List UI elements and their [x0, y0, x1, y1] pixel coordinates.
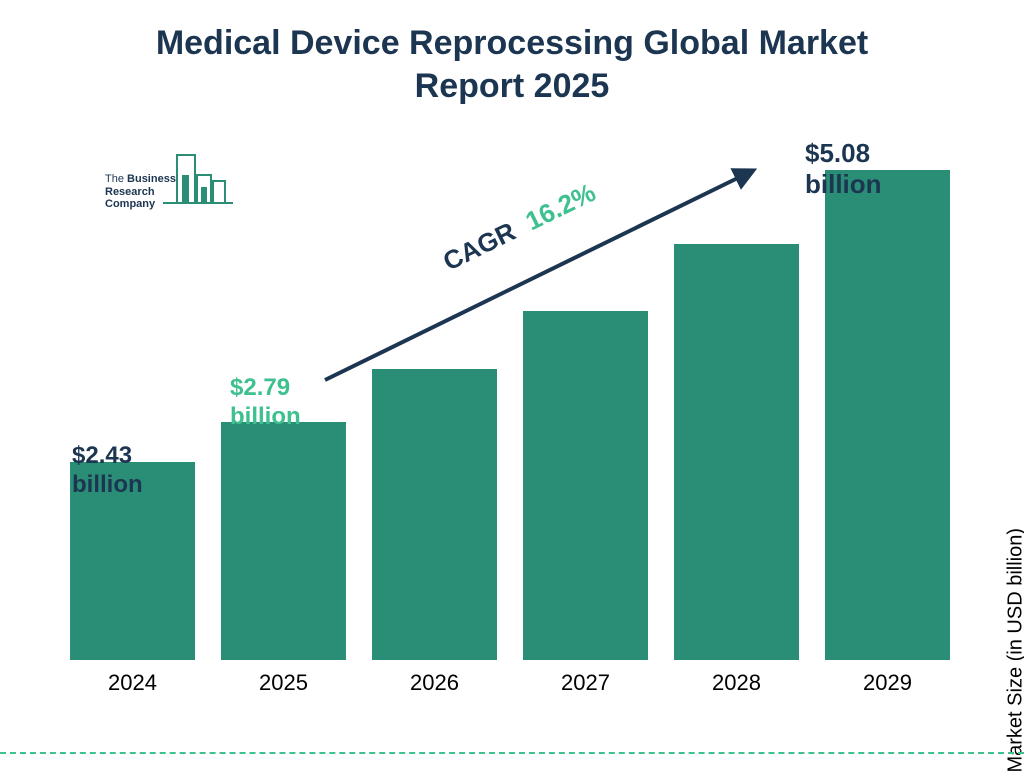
bar: [825, 170, 950, 660]
bar-slot: 2029: [825, 170, 950, 660]
value-label: $5.08 billion: [805, 138, 950, 200]
bar-slot: 2026: [372, 369, 497, 660]
value-label: $2.79billion: [230, 374, 301, 432]
bar-slot: 2027: [523, 311, 648, 660]
bar: [523, 311, 648, 660]
x-axis-label: 2026: [372, 670, 497, 696]
bar-chart: 202420252026202720282029 $2.43billion$2.…: [70, 140, 950, 700]
bar: [674, 244, 799, 660]
bottom-divider: [0, 752, 1024, 754]
x-axis-label: 2028: [674, 670, 799, 696]
bar: [221, 422, 346, 660]
bar: [372, 369, 497, 660]
y-axis-label: Market Size (in USD billion): [1005, 528, 1024, 773]
value-label: $2.43billion: [72, 442, 143, 500]
x-axis-label: 2024: [70, 670, 195, 696]
x-axis-label: 2029: [825, 670, 950, 696]
x-axis-label: 2025: [221, 670, 346, 696]
title-line2: Report 2025: [415, 67, 610, 105]
bar-slot: 2028: [674, 244, 799, 660]
chart-title: Medical Device Reprocessing Global Marke…: [0, 0, 1024, 107]
title-line1: Medical Device Reprocessing Global Marke…: [156, 24, 868, 62]
bar-slot: 2025: [221, 422, 346, 660]
x-axis-label: 2027: [523, 670, 648, 696]
